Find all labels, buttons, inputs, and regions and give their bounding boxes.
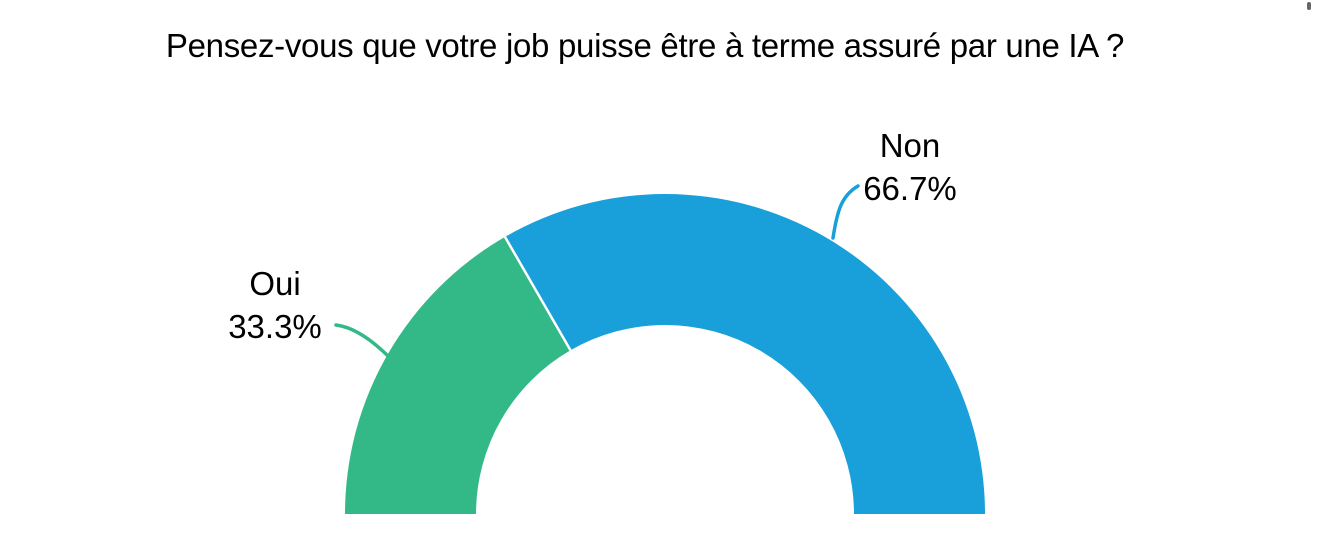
chart-title: Pensez-vous que votre job puisse être à … — [165, 27, 1125, 64]
pie-slice-oui — [345, 236, 571, 514]
leader-line-oui — [334, 323, 391, 359]
slice-label-non: Non 66.7% — [790, 124, 1030, 210]
slice-label-oui-name: Oui — [249, 265, 301, 302]
slice-label-non-percent: 66.7% — [863, 170, 957, 207]
leader-line-non — [831, 184, 860, 240]
pie-slice-non — [505, 194, 985, 514]
stray-corner-mark — [1307, 2, 1311, 10]
slice-label-oui-percent: 33.3% — [228, 308, 322, 345]
slice-label-non-name: Non — [879, 127, 941, 164]
slice-separator — [503, 236, 572, 351]
slice-label-oui: Oui 33.3% — [155, 262, 395, 348]
